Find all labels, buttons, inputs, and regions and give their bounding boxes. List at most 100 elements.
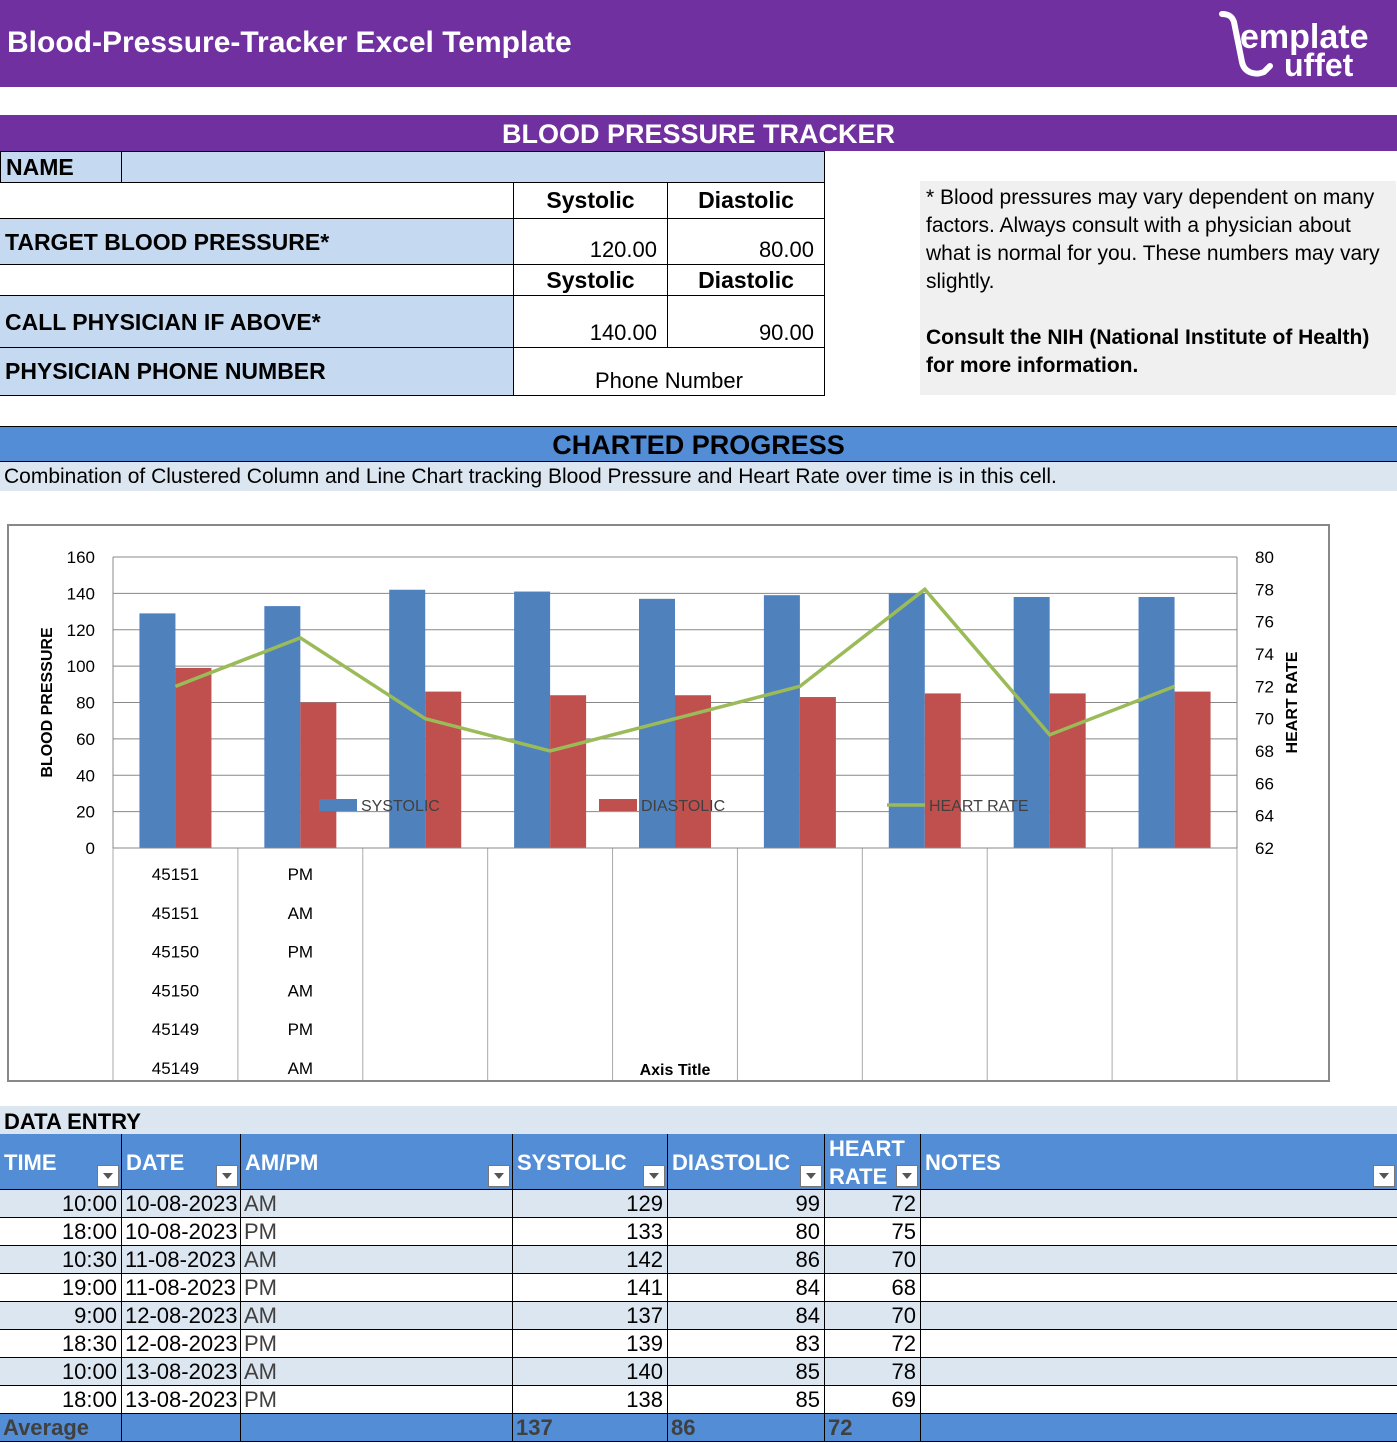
cell-date[interactable]: 11-08-2023 [122, 1274, 241, 1302]
cell-time[interactable]: 10:00 [0, 1358, 122, 1386]
y-tick-label: 160 [67, 548, 95, 567]
cell-date[interactable]: 13-08-2023 [122, 1358, 241, 1386]
cell-heart-rate[interactable]: 72 [825, 1330, 921, 1358]
filter-dropdown-icon[interactable] [97, 1165, 119, 1187]
header-ampm[interactable]: AM/PM [241, 1134, 513, 1190]
cell-time[interactable]: 18:00 [0, 1386, 122, 1414]
filter-dropdown-icon[interactable] [488, 1165, 510, 1187]
cell-ampm[interactable]: AM [241, 1358, 513, 1386]
totals-blank [122, 1414, 241, 1442]
cell-ampm[interactable]: PM [241, 1386, 513, 1414]
cell-systolic[interactable]: 141 [513, 1274, 668, 1302]
cell-systolic[interactable]: 137 [513, 1302, 668, 1330]
header-date[interactable]: DATE [122, 1134, 241, 1190]
line-heart-rate [174, 586, 1176, 753]
cell-time[interactable]: 18:00 [0, 1218, 122, 1246]
filter-dropdown-icon[interactable] [216, 1165, 238, 1187]
bar-systolic [389, 589, 426, 848]
cell-heart-rate[interactable]: 70 [825, 1246, 921, 1274]
cell-date[interactable]: 12-08-2023 [122, 1330, 241, 1358]
cell-systolic[interactable]: 142 [513, 1246, 668, 1274]
cell-diastolic[interactable]: 83 [668, 1330, 825, 1358]
cell-diastolic[interactable]: 99 [668, 1190, 825, 1218]
filter-dropdown-icon[interactable] [643, 1165, 665, 1187]
cell-diastolic[interactable]: 84 [668, 1274, 825, 1302]
cell-time[interactable]: 9:00 [0, 1302, 122, 1330]
header-time-label: TIME [4, 1150, 57, 1175]
cell-heart-rate[interactable]: 70 [825, 1302, 921, 1330]
cell-ampm[interactable]: AM [241, 1246, 513, 1274]
cell-diastolic[interactable]: 86 [668, 1246, 825, 1274]
x-tick-label: PM [288, 865, 314, 884]
cell-notes[interactable] [921, 1274, 1397, 1302]
table-row: 9:00 12-08-2023 AM 137 84 70 [0, 1302, 1397, 1330]
cell-date[interactable]: 10-08-2023 [122, 1218, 241, 1246]
header-notes[interactable]: NOTES [921, 1134, 1397, 1190]
header-heart-rate[interactable]: HEART RATE [825, 1134, 921, 1190]
cell-date[interactable]: 13-08-2023 [122, 1386, 241, 1414]
cell-notes[interactable] [921, 1330, 1397, 1358]
cell-time[interactable]: 10:00 [0, 1190, 122, 1218]
cell-notes[interactable] [921, 1218, 1397, 1246]
cell-ampm[interactable]: PM [241, 1330, 513, 1358]
cell-systolic[interactable]: 139 [513, 1330, 668, 1358]
cell-diastolic[interactable]: 85 [668, 1358, 825, 1386]
blank-cell [0, 183, 513, 219]
target-diastolic[interactable]: 80.00 [668, 219, 825, 265]
cell-time[interactable]: 18:30 [0, 1330, 122, 1358]
cell-notes[interactable] [921, 1246, 1397, 1274]
phone-input[interactable]: Phone Number [513, 348, 825, 396]
table-row: 10:30 11-08-2023 AM 142 86 70 [0, 1246, 1397, 1274]
y-tick-label: 40 [76, 766, 95, 785]
combo-chart: 0 20 40 60 80 100 120 140 160 62 64 66 68 70 72 74 76 78 8… [39, 548, 1301, 1082]
cell-heart-rate[interactable]: 69 [825, 1386, 921, 1414]
cell-diastolic[interactable]: 85 [668, 1386, 825, 1414]
cell-ampm[interactable]: AM [241, 1190, 513, 1218]
filter-dropdown-icon[interactable] [1373, 1165, 1395, 1187]
cell-diastolic[interactable]: 84 [668, 1302, 825, 1330]
cell-heart-rate[interactable]: 75 [825, 1218, 921, 1246]
header-heart-rate-line1: HEART [829, 1136, 905, 1161]
call-systolic[interactable]: 140.00 [513, 296, 668, 348]
filter-dropdown-icon[interactable] [800, 1165, 822, 1187]
header-time[interactable]: TIME [0, 1134, 122, 1190]
target-systolic[interactable]: 120.00 [513, 219, 668, 265]
y2-tick-label: 80 [1255, 548, 1274, 567]
y-tick-label: 120 [67, 621, 95, 640]
cell-notes[interactable] [921, 1358, 1397, 1386]
cell-date[interactable]: 12-08-2023 [122, 1302, 241, 1330]
cell-notes[interactable] [921, 1386, 1397, 1414]
filter-dropdown-icon[interactable] [896, 1165, 918, 1187]
cell-heart-rate[interactable]: 72 [825, 1190, 921, 1218]
cell-date[interactable]: 10-08-2023 [122, 1190, 241, 1218]
cell-systolic[interactable]: 129 [513, 1190, 668, 1218]
bar-systolic [888, 593, 925, 848]
cell-notes[interactable] [921, 1302, 1397, 1330]
y2-tick-label: 66 [1255, 774, 1274, 793]
cell-diastolic[interactable]: 80 [668, 1218, 825, 1246]
cell-systolic[interactable]: 140 [513, 1358, 668, 1386]
cell-systolic[interactable]: 138 [513, 1386, 668, 1414]
name-input[interactable] [122, 151, 825, 183]
legend-swatch [599, 799, 637, 811]
cell-ampm[interactable]: PM [241, 1218, 513, 1246]
header-diastolic[interactable]: DIASTOLIC [668, 1134, 825, 1190]
charted-progress-header: CHARTED PROGRESS [552, 430, 845, 460]
cell-systolic[interactable]: 133 [513, 1218, 668, 1246]
cell-notes[interactable] [921, 1190, 1397, 1218]
cell-ampm[interactable]: AM [241, 1302, 513, 1330]
call-diastolic[interactable]: 90.00 [668, 296, 825, 348]
totals-blank [241, 1414, 513, 1442]
totals-diastolic: 86 [668, 1414, 825, 1442]
cell-ampm[interactable]: PM [241, 1274, 513, 1302]
cell-time[interactable]: 10:30 [0, 1246, 122, 1274]
cell-date[interactable]: 11-08-2023 [122, 1246, 241, 1274]
cell-time[interactable]: 19:00 [0, 1274, 122, 1302]
bar-diastolic [175, 667, 212, 848]
cell-heart-rate[interactable]: 78 [825, 1358, 921, 1386]
chart-frame[interactable]: 0 20 40 60 80 100 120 140 160 62 64 66 68 70 72 74 76 78 8… [7, 524, 1330, 1082]
table-row: 18:00 10-08-2023 PM 133 80 75 [0, 1218, 1397, 1246]
cell-heart-rate[interactable]: 68 [825, 1274, 921, 1302]
note-text: * Blood pressures may vary dependent on … [926, 186, 1380, 293]
header-systolic[interactable]: SYSTOLIC [513, 1134, 668, 1190]
